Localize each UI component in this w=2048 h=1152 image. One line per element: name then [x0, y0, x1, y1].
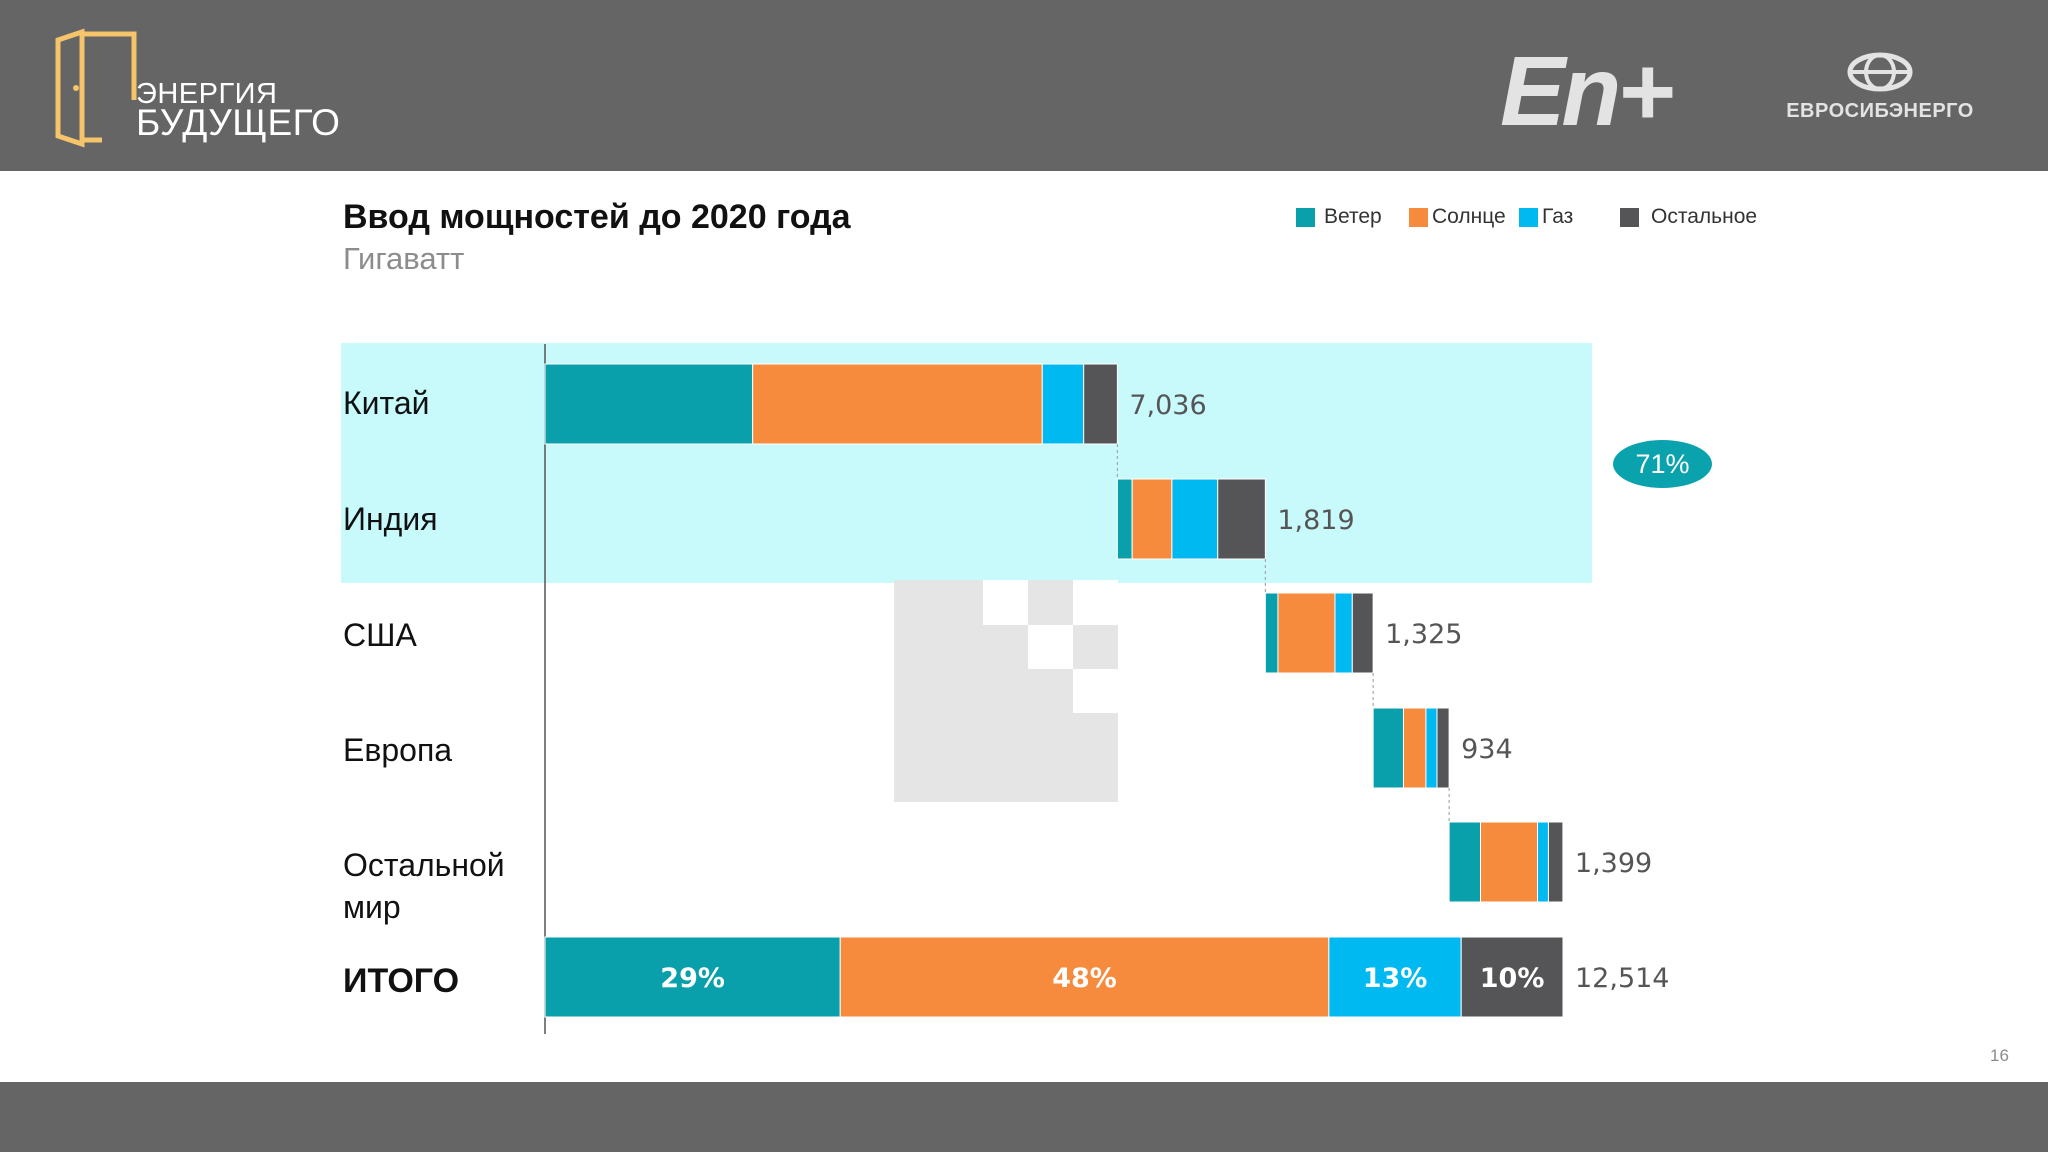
legend-swatch-gas: [1519, 208, 1538, 227]
data-label-total: 7,036: [1129, 390, 1206, 421]
data-label-total: 1,325: [1385, 619, 1462, 650]
chart-subtitle: Гигаватт: [343, 241, 465, 276]
ghost-gap: [983, 580, 1028, 625]
ghost-gap: [1028, 625, 1073, 669]
bar-segment-wind: [1448, 821, 1482, 903]
bar-segment-solar: [1480, 821, 1539, 903]
bar-segment-wind: [1116, 478, 1133, 560]
legend-label-other: Остальное: [1651, 205, 1758, 228]
total-share-label: 10%: [1480, 963, 1545, 994]
page-number: 16: [1990, 1046, 2009, 1065]
bar-segment-solar: [1402, 707, 1427, 789]
globe-icon: [1847, 52, 1913, 92]
total-share-label: 48%: [1052, 963, 1117, 994]
header-bar: [0, 0, 2048, 171]
bar-segment-solar: [1277, 592, 1336, 674]
logo-enplus: En+: [1500, 36, 1674, 146]
total-bar-segment-other: [1460, 936, 1564, 1018]
bar-segment-solar: [752, 363, 1043, 445]
total-bar-segment-wind: [544, 936, 841, 1018]
legend-swatch-solar: [1409, 208, 1428, 227]
bar-segment-gas: [1041, 363, 1085, 445]
bar-segment-solar: [1131, 478, 1173, 560]
total-bar-segment-gas: [1328, 936, 1462, 1018]
bar-segment-gas: [1537, 821, 1549, 903]
data-label-total: 1,399: [1575, 848, 1652, 879]
bar-segment-wind: [1264, 592, 1279, 674]
total-share-label: 29%: [660, 963, 725, 994]
chart-title: Ввод мощностей до 2020 года: [343, 198, 851, 236]
data-label-total: 1,819: [1277, 505, 1354, 536]
bar-segment-wind: [544, 363, 754, 445]
legend-label-wind: Ветер: [1324, 205, 1382, 228]
legend-label-solar: Солнце: [1432, 205, 1506, 228]
legend-label-gas: Газ: [1542, 205, 1574, 228]
bar-segment-other: [1217, 478, 1266, 560]
category-label-europe: Европа: [343, 732, 453, 768]
logo-line-2: БУДУЩЕГО: [136, 102, 341, 143]
category-label-china: Китай: [343, 385, 430, 421]
bar-segment-other: [1083, 363, 1118, 445]
legend-swatch-wind: [1296, 208, 1315, 227]
category-label-usa: США: [343, 617, 417, 653]
logo-eurosibenergo: ЕВРОСИБЭНЕРГО: [1770, 52, 2000, 132]
bar-segment-other: [1547, 821, 1564, 903]
ghost-gap: [1073, 669, 1118, 713]
total-share-label: 13%: [1363, 963, 1428, 994]
bar-segment-other: [1436, 707, 1450, 789]
category-label-total: ИТОГО: [343, 962, 460, 1000]
door-icon: [55, 28, 137, 148]
bar-segment-gas: [1425, 707, 1438, 789]
legend-swatch-other: [1620, 208, 1639, 227]
share-badge: 71%: [1613, 440, 1712, 488]
logo-esg-text: ЕВРОСИБЭНЕРГО: [1786, 100, 1974, 122]
bar-segment-other: [1351, 592, 1374, 674]
data-label-total: 934: [1461, 734, 1513, 765]
logo-line-1: ЭНЕРГИЯ: [136, 78, 278, 110]
ghost-gap: [1073, 580, 1118, 625]
total-bar-segment-solar: [839, 936, 1330, 1018]
data-label-grand-total: 12,514: [1575, 963, 1669, 994]
category-label-rest-of-world: Остальной мир: [343, 847, 505, 925]
bar-segment-gas: [1171, 478, 1219, 560]
footer-bar: [0, 1082, 2048, 1152]
bar-segment-gas: [1334, 592, 1353, 674]
bar-segment-wind: [1372, 707, 1404, 789]
category-label-india: Индия: [343, 501, 438, 537]
logo-energiya-budushchego: ЭНЕРГИЯ БУДУЩЕГО: [52, 28, 352, 150]
